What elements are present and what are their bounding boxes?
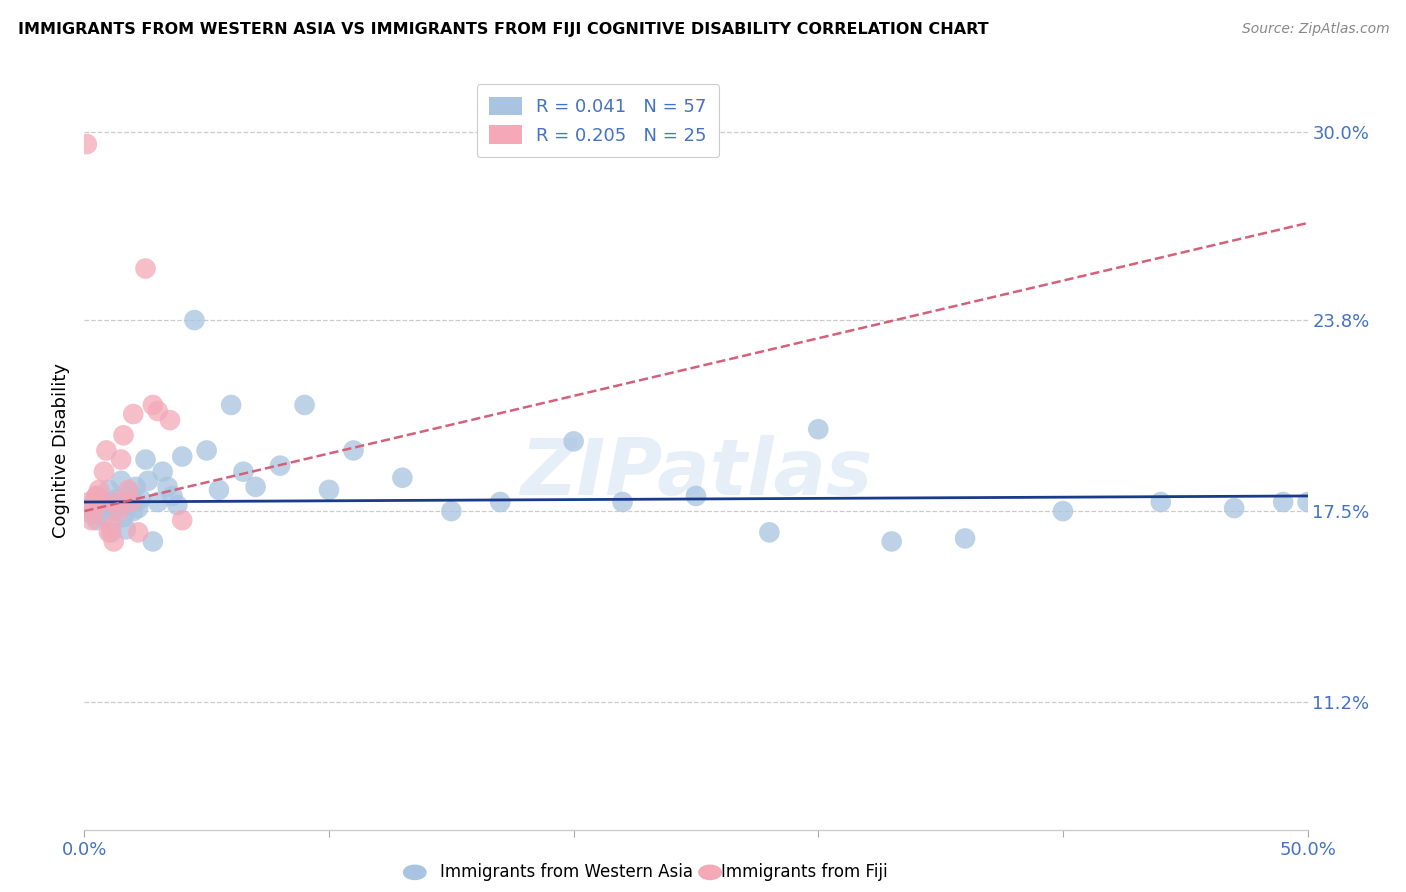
Point: [100, 519, 122, 533]
Text: Immigrants from Western Asia: Immigrants from Western Asia: [440, 863, 693, 881]
Point: [953, 532, 976, 546]
Point: [127, 501, 149, 516]
Point: [685, 489, 707, 503]
Point: [97, 483, 120, 497]
Text: IMMIGRANTS FROM WESTERN ASIA VS IMMIGRANTS FROM FIJI COGNITIVE DISABILITY CORREL: IMMIGRANTS FROM WESTERN ASIA VS IMMIGRAN…: [18, 22, 988, 37]
Point: [232, 465, 254, 479]
Point: [90, 501, 112, 516]
Point: [96, 443, 118, 458]
Point: [136, 474, 159, 488]
Point: [86, 513, 108, 527]
Point: [86, 489, 108, 503]
Point: [96, 495, 118, 509]
Text: ZIPatlas: ZIPatlas: [520, 435, 872, 511]
Point: [159, 413, 181, 427]
Point: [880, 534, 903, 549]
Point: [93, 510, 115, 524]
Point: [269, 458, 291, 473]
Point: [612, 495, 634, 509]
Legend: R = 0.041   N = 57, R = 0.205   N = 25: R = 0.041 N = 57, R = 0.205 N = 25: [477, 84, 720, 157]
Point: [117, 495, 139, 509]
Point: [93, 465, 115, 479]
Point: [318, 483, 340, 497]
Point: [807, 422, 830, 436]
Point: [97, 525, 120, 540]
Point: [166, 498, 188, 512]
Point: [80, 513, 103, 527]
Point: [208, 483, 231, 497]
Point: [112, 510, 135, 524]
Point: [110, 452, 132, 467]
Point: [90, 495, 112, 509]
Point: [562, 434, 585, 449]
Point: [103, 534, 125, 549]
Point: [125, 480, 148, 494]
Point: [112, 428, 135, 442]
Point: [152, 465, 174, 479]
Point: [245, 480, 267, 494]
Point: [489, 495, 512, 509]
Point: [87, 483, 110, 497]
Point: [120, 486, 142, 500]
Point: [80, 507, 103, 521]
Point: [105, 491, 128, 506]
Point: [1052, 504, 1074, 518]
Point: [122, 504, 145, 518]
Point: [83, 504, 105, 518]
Point: [391, 471, 413, 485]
Point: [135, 261, 157, 276]
Point: [107, 498, 129, 512]
Point: [115, 522, 138, 536]
Text: Immigrants from Fiji: Immigrants from Fiji: [721, 863, 889, 881]
Point: [183, 313, 205, 327]
Point: [107, 504, 129, 518]
Point: [77, 495, 100, 509]
Point: [83, 495, 105, 509]
Point: [1272, 495, 1295, 509]
Point: [172, 513, 194, 527]
Point: [122, 407, 145, 421]
Point: [100, 525, 122, 540]
Text: Source: ZipAtlas.com: Source: ZipAtlas.com: [1241, 22, 1389, 37]
Point: [1150, 495, 1173, 509]
Point: [219, 398, 242, 412]
Point: [1296, 495, 1319, 509]
Point: [142, 534, 165, 549]
Point: [146, 404, 169, 418]
Point: [120, 495, 142, 509]
Point: [342, 443, 364, 458]
Point: [117, 483, 139, 497]
Point: [172, 450, 194, 464]
Point: [103, 504, 125, 518]
Point: [110, 474, 132, 488]
Point: [87, 495, 110, 509]
Point: [440, 504, 463, 518]
Point: [758, 525, 780, 540]
Point: [129, 491, 152, 506]
Point: [195, 443, 218, 458]
Point: [86, 489, 108, 503]
Point: [294, 398, 316, 412]
Point: [146, 495, 169, 509]
Point: [77, 501, 100, 516]
Point: [135, 452, 157, 467]
Point: [105, 495, 128, 509]
Point: [1223, 501, 1246, 516]
Point: [162, 489, 184, 503]
Point: [156, 480, 179, 494]
Point: [76, 137, 98, 152]
Point: [127, 525, 149, 540]
Point: [142, 398, 165, 412]
Y-axis label: Cognitive Disability: Cognitive Disability: [52, 363, 70, 538]
